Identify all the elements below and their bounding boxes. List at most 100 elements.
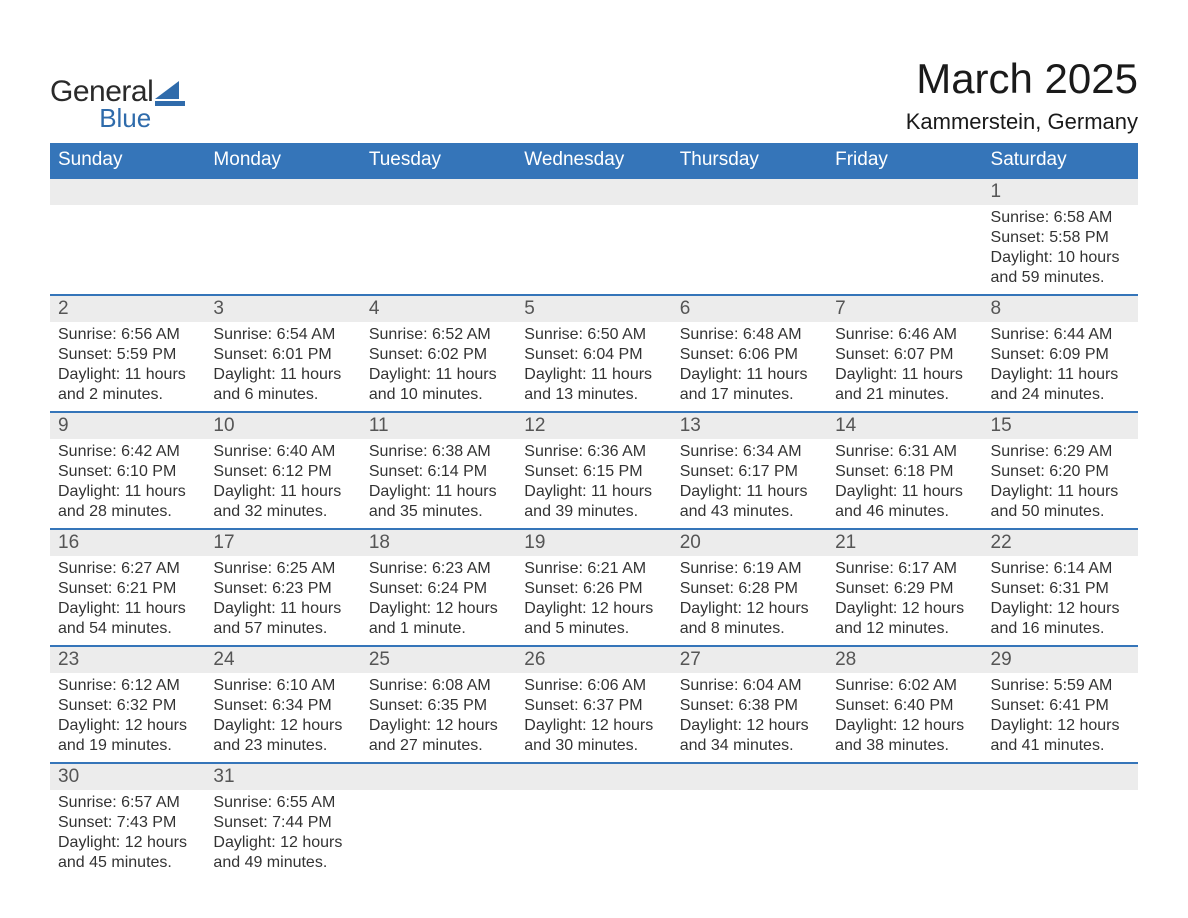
sunset-text: Sunset: 6:02 PM xyxy=(369,345,508,365)
daylight-text-1: Daylight: 11 hours xyxy=(524,482,663,502)
sunset-text: Sunset: 6:18 PM xyxy=(835,462,974,482)
day-number: 7 xyxy=(827,296,982,322)
daylight-text-2: and 57 minutes. xyxy=(213,619,352,639)
sunset-text: Sunset: 6:23 PM xyxy=(213,579,352,599)
daylight-text-2: and 28 minutes. xyxy=(58,502,197,522)
daylight-text-2: and 50 minutes. xyxy=(991,502,1130,522)
day-data xyxy=(361,790,516,799)
day-number: 13 xyxy=(672,413,827,439)
calendar-cell: 8Sunrise: 6:44 AMSunset: 6:09 PMDaylight… xyxy=(983,295,1138,412)
calendar-cell: 21Sunrise: 6:17 AMSunset: 6:29 PMDayligh… xyxy=(827,529,982,646)
daylight-text-2: and 32 minutes. xyxy=(213,502,352,522)
sunset-text: Sunset: 6:34 PM xyxy=(213,696,352,716)
day-data: Sunrise: 6:42 AMSunset: 6:10 PMDaylight:… xyxy=(50,439,205,528)
calendar-week-row: 2Sunrise: 6:56 AMSunset: 5:59 PMDaylight… xyxy=(50,295,1138,412)
day-number: 18 xyxy=(361,530,516,556)
day-number: 29 xyxy=(983,647,1138,673)
day-data xyxy=(983,790,1138,799)
day-data: Sunrise: 6:02 AMSunset: 6:40 PMDaylight:… xyxy=(827,673,982,762)
day-number: 3 xyxy=(205,296,360,322)
calendar-cell: 4Sunrise: 6:52 AMSunset: 6:02 PMDaylight… xyxy=(361,295,516,412)
calendar-cell: 25Sunrise: 6:08 AMSunset: 6:35 PMDayligh… xyxy=(361,646,516,763)
logo: General Blue xyxy=(50,75,189,134)
daylight-text-1: Daylight: 12 hours xyxy=(369,716,508,736)
daylight-text-2: and 39 minutes. xyxy=(524,502,663,522)
calendar-cell xyxy=(672,763,827,879)
calendar-cell: 22Sunrise: 6:14 AMSunset: 6:31 PMDayligh… xyxy=(983,529,1138,646)
daylight-text-2: and 17 minutes. xyxy=(680,385,819,405)
day-number: 31 xyxy=(205,764,360,790)
calendar-cell: 6Sunrise: 6:48 AMSunset: 6:06 PMDaylight… xyxy=(672,295,827,412)
daylight-text-1: Daylight: 12 hours xyxy=(680,716,819,736)
calendar-cell: 30Sunrise: 6:57 AMSunset: 7:43 PMDayligh… xyxy=(50,763,205,879)
day-number: 4 xyxy=(361,296,516,322)
sunrise-text: Sunrise: 6:02 AM xyxy=(835,676,974,696)
calendar-table: SundayMondayTuesdayWednesdayThursdayFrid… xyxy=(50,143,1138,879)
day-number: 8 xyxy=(983,296,1138,322)
calendar-cell: 26Sunrise: 6:06 AMSunset: 6:37 PMDayligh… xyxy=(516,646,671,763)
day-number xyxy=(827,179,982,205)
calendar-cell xyxy=(361,763,516,879)
daylight-text-1: Daylight: 11 hours xyxy=(58,599,197,619)
calendar-cell xyxy=(516,763,671,879)
sunrise-text: Sunrise: 6:27 AM xyxy=(58,559,197,579)
day-data: Sunrise: 6:04 AMSunset: 6:38 PMDaylight:… xyxy=(672,673,827,762)
day-number xyxy=(672,179,827,205)
calendar-cell xyxy=(516,178,671,295)
sunset-text: Sunset: 6:31 PM xyxy=(991,579,1130,599)
day-number: 24 xyxy=(205,647,360,673)
weekday-header: Friday xyxy=(827,143,982,178)
day-data: Sunrise: 6:50 AMSunset: 6:04 PMDaylight:… xyxy=(516,322,671,411)
daylight-text-1: Daylight: 11 hours xyxy=(680,482,819,502)
day-data: Sunrise: 6:21 AMSunset: 6:26 PMDaylight:… xyxy=(516,556,671,645)
day-data: Sunrise: 6:25 AMSunset: 6:23 PMDaylight:… xyxy=(205,556,360,645)
day-data: Sunrise: 6:56 AMSunset: 5:59 PMDaylight:… xyxy=(50,322,205,411)
sunset-text: Sunset: 6:35 PM xyxy=(369,696,508,716)
sunset-text: Sunset: 6:01 PM xyxy=(213,345,352,365)
sunset-text: Sunset: 6:28 PM xyxy=(680,579,819,599)
sunrise-text: Sunrise: 6:46 AM xyxy=(835,325,974,345)
daylight-text-1: Daylight: 11 hours xyxy=(58,365,197,385)
day-data: Sunrise: 5:59 AMSunset: 6:41 PMDaylight:… xyxy=(983,673,1138,762)
calendar-cell: 3Sunrise: 6:54 AMSunset: 6:01 PMDaylight… xyxy=(205,295,360,412)
daylight-text-1: Daylight: 12 hours xyxy=(524,716,663,736)
sunrise-text: Sunrise: 6:48 AM xyxy=(680,325,819,345)
daylight-text-1: Daylight: 12 hours xyxy=(680,599,819,619)
daylight-text-1: Daylight: 11 hours xyxy=(680,365,819,385)
title-block: March 2025 Kammerstein, Germany xyxy=(906,55,1138,135)
day-number xyxy=(361,764,516,790)
calendar-cell: 14Sunrise: 6:31 AMSunset: 6:18 PMDayligh… xyxy=(827,412,982,529)
daylight-text-2: and 43 minutes. xyxy=(680,502,819,522)
calendar-week-row: 30Sunrise: 6:57 AMSunset: 7:43 PMDayligh… xyxy=(50,763,1138,879)
calendar-cell: 23Sunrise: 6:12 AMSunset: 6:32 PMDayligh… xyxy=(50,646,205,763)
calendar-cell: 29Sunrise: 5:59 AMSunset: 6:41 PMDayligh… xyxy=(983,646,1138,763)
day-data: Sunrise: 6:08 AMSunset: 6:35 PMDaylight:… xyxy=(361,673,516,762)
daylight-text-2: and 27 minutes. xyxy=(369,736,508,756)
sunset-text: Sunset: 7:43 PM xyxy=(58,813,197,833)
day-data xyxy=(827,205,982,214)
day-data: Sunrise: 6:57 AMSunset: 7:43 PMDaylight:… xyxy=(50,790,205,879)
sunset-text: Sunset: 5:58 PM xyxy=(991,228,1130,248)
day-number: 15 xyxy=(983,413,1138,439)
day-number: 27 xyxy=(672,647,827,673)
sunset-text: Sunset: 6:26 PM xyxy=(524,579,663,599)
daylight-text-2: and 45 minutes. xyxy=(58,853,197,873)
sunset-text: Sunset: 6:24 PM xyxy=(369,579,508,599)
sunrise-text: Sunrise: 5:59 AM xyxy=(991,676,1130,696)
day-data xyxy=(672,790,827,799)
sunrise-text: Sunrise: 6:14 AM xyxy=(991,559,1130,579)
daylight-text-2: and 38 minutes. xyxy=(835,736,974,756)
calendar-cell: 27Sunrise: 6:04 AMSunset: 6:38 PMDayligh… xyxy=(672,646,827,763)
day-data: Sunrise: 6:58 AMSunset: 5:58 PMDaylight:… xyxy=(983,205,1138,294)
sunset-text: Sunset: 6:41 PM xyxy=(991,696,1130,716)
day-data: Sunrise: 6:23 AMSunset: 6:24 PMDaylight:… xyxy=(361,556,516,645)
daylight-text-2: and 35 minutes. xyxy=(369,502,508,522)
daylight-text-1: Daylight: 10 hours xyxy=(991,248,1130,268)
calendar-cell xyxy=(827,763,982,879)
calendar-week-row: 16Sunrise: 6:27 AMSunset: 6:21 PMDayligh… xyxy=(50,529,1138,646)
day-number: 19 xyxy=(516,530,671,556)
daylight-text-1: Daylight: 11 hours xyxy=(213,482,352,502)
day-data xyxy=(827,790,982,799)
daylight-text-1: Daylight: 11 hours xyxy=(369,365,508,385)
daylight-text-1: Daylight: 12 hours xyxy=(991,599,1130,619)
